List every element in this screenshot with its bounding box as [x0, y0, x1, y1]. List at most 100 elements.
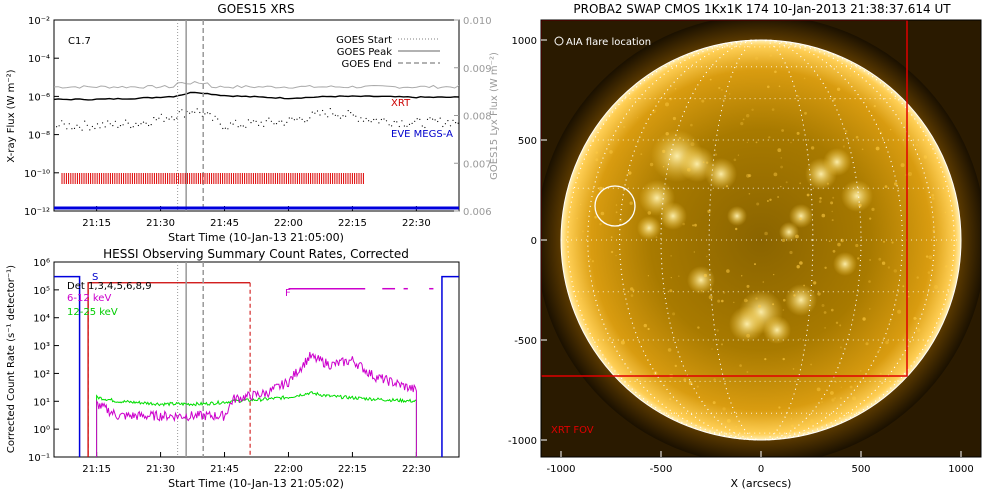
disk-brightening — [741, 275, 743, 277]
hessi-x-tick-label: 22:00 — [274, 464, 303, 475]
disk-brightening — [615, 204, 618, 206]
disk-brightening — [923, 155, 928, 159]
goes-short-point — [68, 123, 70, 125]
disk-brightening — [781, 238, 786, 242]
goes-y-tick-label: 10⁻⁶ — [28, 92, 50, 103]
goes-short-point — [232, 123, 234, 125]
disk-brightening — [636, 116, 639, 119]
goes-short-point — [229, 122, 232, 124]
hessi-s-flag: S — [92, 272, 98, 283]
goes-short-point — [214, 115, 216, 117]
disk-brightening — [755, 141, 758, 144]
disk-brightening — [925, 255, 929, 258]
disk-brightening — [871, 207, 875, 211]
goes-short-point — [258, 124, 260, 126]
disk-brightening — [757, 304, 762, 308]
hessi-plot-frame — [53, 261, 460, 458]
active-region — [727, 206, 747, 226]
goes-short-point — [137, 124, 139, 127]
goes-short-point — [293, 119, 295, 121]
disk-brightening — [755, 56, 759, 60]
goes-short-point — [296, 118, 298, 120]
goes-short-point — [252, 120, 255, 122]
disk-brightening — [722, 407, 726, 411]
swap-y-tick-label: -1000 — [508, 436, 537, 447]
goes-short-point — [206, 112, 209, 114]
disk-brightening — [665, 132, 669, 136]
goes-short-point — [61, 120, 63, 122]
disk-brightening — [670, 255, 672, 257]
goes-short-point — [263, 125, 265, 127]
goes-short-point — [281, 120, 283, 122]
disk-brightening — [746, 114, 750, 118]
goes-short-point — [66, 128, 68, 130]
disk-brightening — [780, 186, 782, 188]
goes-x-tick-label: 21:45 — [210, 218, 239, 229]
goes-short-point — [350, 112, 352, 114]
solar-limb — [560, 39, 962, 441]
goes-short-point — [345, 115, 347, 117]
disk-brightening — [623, 125, 626, 129]
goes-short-point — [380, 118, 382, 121]
disk-brightening — [705, 161, 709, 164]
hessi-panel: HESSI Observing Summary Count Rates, Cor… — [6, 247, 460, 490]
disk-brightening — [669, 398, 672, 401]
goes-short-point — [339, 117, 342, 119]
disk-brightening — [678, 275, 680, 277]
longitude-line — [567, 39, 955, 441]
disk-brightening — [647, 211, 652, 215]
disk-brightening — [842, 145, 846, 148]
disk-brightening — [897, 309, 902, 314]
active-region — [687, 266, 715, 294]
disk-brightening — [881, 261, 886, 265]
hessi-legend: Det 1,3,4,5,6,8,9 6-12 keV 12-25 keV — [67, 281, 152, 318]
goes-short-point — [319, 114, 321, 116]
swap-x-tick-label: 500 — [851, 464, 870, 475]
disk-brightening — [810, 146, 815, 150]
goes-legend-start: GOES Start — [336, 35, 392, 46]
goes-short-point — [163, 120, 165, 122]
disk-brightening — [799, 338, 801, 340]
hessi-y-tick-label: 10⁰ — [33, 425, 50, 436]
disk-brightening — [574, 236, 578, 240]
goes-short-point — [419, 118, 421, 120]
disk-brightening — [599, 223, 602, 226]
goes-short-point — [442, 125, 444, 128]
goes-x-tick-label: 21:15 — [82, 218, 111, 229]
hessi-x-tick-label: 21:30 — [146, 464, 175, 475]
goes-short-point — [125, 119, 127, 121]
hessi-series — [54, 262, 459, 457]
goes-short-point — [96, 123, 99, 125]
disk-brightening — [737, 154, 740, 156]
goes-short-point — [424, 126, 426, 129]
disk-brightening — [672, 116, 677, 121]
disk-brightening — [771, 108, 775, 111]
disk-brightening — [707, 209, 711, 213]
disk-brightening — [718, 86, 721, 90]
disk-brightening — [835, 321, 839, 324]
goes-y2-label: GOES15 Lyx Flux (W m⁻²) — [489, 52, 500, 180]
disk-brightening — [609, 150, 613, 154]
disk-brightening — [840, 238, 844, 243]
disk-brightening — [803, 284, 805, 287]
active-region — [729, 306, 765, 342]
swap-y-tick-label: 0 — [531, 236, 537, 247]
goes-short-point — [396, 121, 398, 123]
goes-short-point — [324, 113, 326, 115]
disk-brightening — [810, 363, 812, 366]
goes-short-point — [212, 119, 214, 121]
disk-brightening — [821, 304, 825, 307]
disk-brightening — [855, 243, 859, 248]
goes-short-point — [437, 120, 439, 123]
goes-short-point — [145, 122, 147, 124]
disk-brightening — [777, 196, 779, 198]
disk-brightening — [709, 78, 712, 81]
swap-x-axis: -1000 -500 0 500 1000 — [546, 451, 974, 475]
disk-brightening — [878, 349, 881, 352]
goes-short-point — [71, 128, 73, 130]
goes-y-tick-label: 10⁻⁸ — [28, 131, 50, 142]
goes-short-point — [311, 111, 313, 113]
disk-brightening — [891, 241, 894, 244]
disk-brightening — [945, 265, 948, 268]
swap-xrt-fov-label: XRT FOV — [551, 425, 594, 436]
